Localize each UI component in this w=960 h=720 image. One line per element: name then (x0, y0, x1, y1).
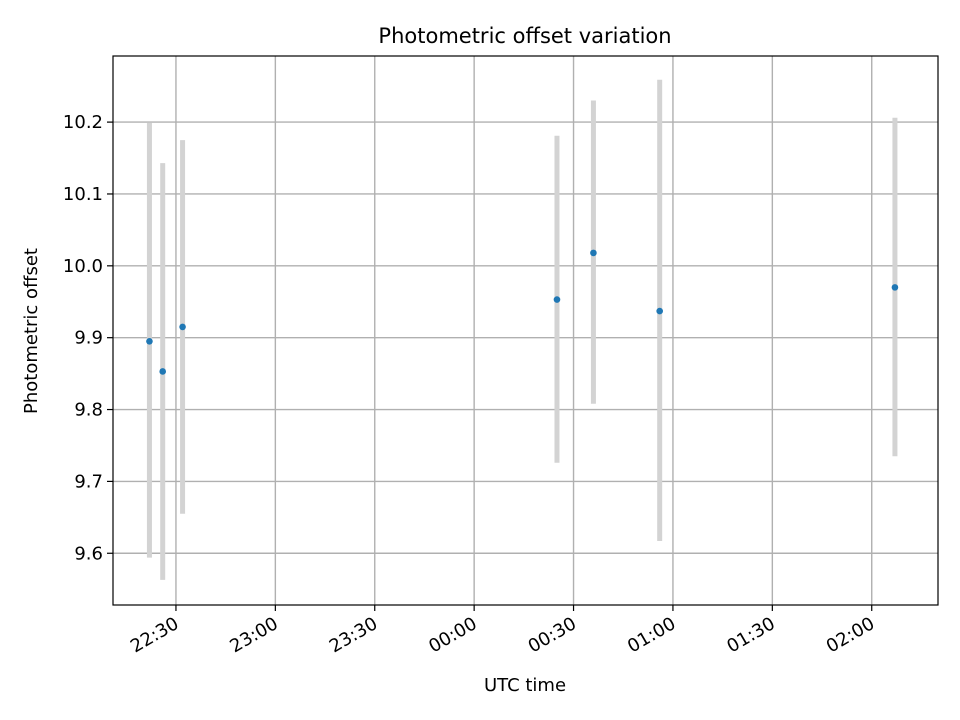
x-tick-label: 22:30 (127, 613, 182, 657)
y-tick-label: 9.7 (74, 471, 103, 492)
data-point (159, 368, 166, 375)
y-axis-label: Photometric offset (21, 248, 42, 414)
y-tick-label: 9.6 (74, 543, 103, 564)
y-tick-label: 9.8 (74, 400, 103, 421)
x-tick-label: 01:30 (723, 613, 778, 657)
x-axis-label: UTC time (484, 675, 566, 696)
x-axis-ticks: 22:30 23:00 23:30 00:00 00:30 01:00 01:30 02:00 (127, 605, 878, 657)
grid (113, 56, 938, 605)
data-point (179, 323, 186, 331)
data-point (891, 284, 899, 291)
x-tick-label: 23:00 (226, 613, 281, 657)
data-point (553, 296, 561, 303)
plot-frame (112, 55, 939, 606)
x-tick-label: 23:30 (326, 613, 381, 657)
y-axis-ticks: 9.6 9.7 9.8 9.9 10.0 10.1 10.2 (63, 112, 113, 564)
data-point (656, 307, 663, 315)
x-tick-label: 02:00 (823, 613, 878, 657)
errorbars (146, 79, 898, 580)
x-tick-label: 01:00 (624, 613, 679, 657)
y-tick-label: 10.0 (63, 256, 103, 277)
data-point (146, 337, 153, 345)
data-points (146, 249, 899, 375)
data-point (590, 249, 597, 257)
x-tick-label: 00:30 (525, 613, 580, 657)
y-tick-label: 10.1 (63, 184, 103, 205)
x-tick-label: 00:00 (425, 613, 480, 657)
y-tick-label: 9.9 (74, 328, 103, 349)
y-tick-label: 10.2 (63, 112, 103, 133)
chart-title: Photometric offset variation (378, 24, 671, 48)
